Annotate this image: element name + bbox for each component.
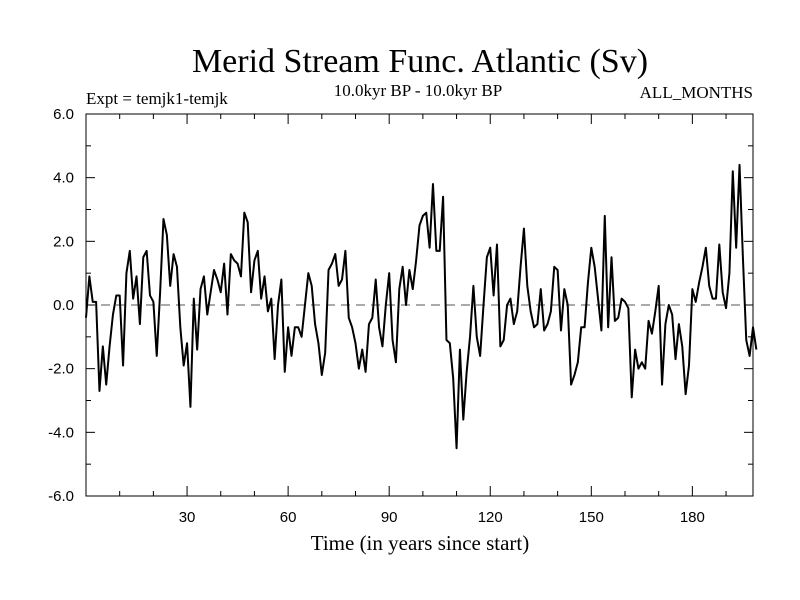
y-tick-label: -2.0 (48, 361, 74, 378)
x-tick-label: 90 (381, 509, 398, 526)
period-label: 10.0kyr BP - 10.0kyr BP (334, 81, 502, 100)
chart-title: Merid Stream Func. Atlantic (Sv) (192, 43, 648, 80)
x-tick-label: 30 (179, 509, 196, 526)
experiment-label: Expt = temjk1-temjk (86, 89, 228, 108)
y-tick-label: 0.0 (53, 297, 74, 314)
y-tick-label: -4.0 (48, 424, 74, 441)
series-line (85, 163, 758, 450)
x-tick-label: 180 (680, 509, 705, 526)
y-tick-label: 2.0 (53, 233, 74, 250)
x-tick-label: 60 (280, 509, 297, 526)
y-tick-label: 6.0 (53, 106, 74, 123)
y-tick-label: -6.0 (48, 488, 74, 505)
x-axis-label: Time (in years since start) (311, 531, 530, 555)
x-tick-label: 150 (579, 509, 604, 526)
y-tick-label: 4.0 (53, 170, 74, 187)
months-label: ALL_MONTHS (640, 83, 753, 102)
x-tick-label: 120 (478, 509, 503, 526)
